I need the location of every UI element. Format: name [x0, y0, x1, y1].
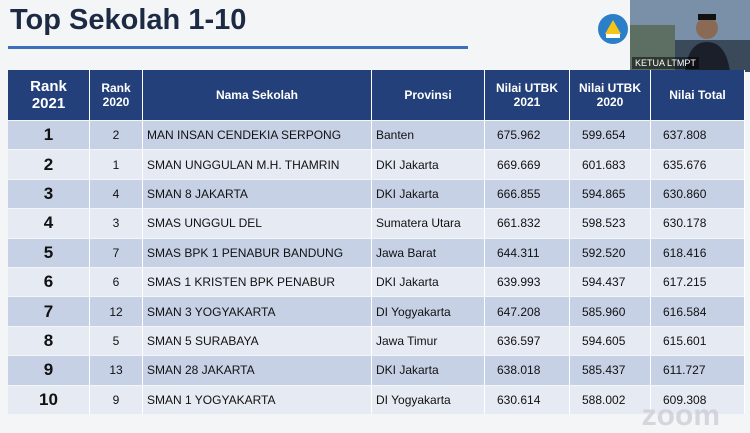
table-cell: SMAN 3 YOGYAKARTA: [143, 297, 372, 326]
table-cell: 647.208: [485, 297, 570, 326]
table-cell: DI Yogyakarta: [372, 297, 485, 326]
table-cell: SMAN 28 JAKARTA: [143, 356, 372, 385]
header-line: Rank: [30, 78, 67, 95]
header-line: Nilai UTBK: [578, 81, 641, 95]
header-line: 2021: [31, 95, 66, 112]
zoom-watermark: zoom: [641, 399, 720, 432]
table-cell: 585.960: [570, 297, 651, 326]
table-cell: 5: [90, 326, 143, 356]
table-cell: 2: [90, 121, 143, 150]
table-cell: Jawa Barat: [372, 238, 485, 267]
table-cell: 4: [8, 209, 90, 238]
column-header: Nama Sekolah: [143, 70, 372, 120]
table-cell: MAN INSAN CENDEKIA SERPONG: [143, 121, 372, 150]
table-cell: SMAN UNGGULAN M.H. THAMRIN: [143, 150, 372, 179]
table-cell: SMAN 8 JAKARTA: [143, 179, 372, 209]
table-cell: 9: [8, 356, 90, 385]
table-cell: 616.584: [651, 297, 745, 326]
table-cell: 611.727: [651, 356, 745, 385]
header-line: Provinsi: [404, 88, 452, 102]
webcam-view: KETUA LTMPT: [630, 0, 750, 72]
table-cell: 1: [8, 121, 90, 150]
title-underline: [8, 46, 468, 49]
table-cell: 9: [90, 385, 143, 414]
table-cell: 8: [8, 326, 90, 356]
table-cell: 13: [90, 356, 143, 385]
table-cell: 630.178: [651, 209, 745, 238]
table-cell: 669.669: [485, 150, 570, 179]
header-line: Rank: [101, 81, 131, 95]
table-cell: 594.437: [570, 268, 651, 297]
table-cell: 637.808: [651, 121, 745, 150]
slide-title: Top Sekolah 1-10: [10, 4, 247, 36]
table-cell: 636.597: [485, 326, 570, 356]
table-cell: 3: [8, 179, 90, 209]
table-cell: 630.614: [485, 385, 570, 414]
table-cell: Jawa Timur: [372, 326, 485, 356]
header-line: Nilai UTBK: [495, 81, 558, 95]
table-cell: 4: [90, 179, 143, 209]
table-cell: 6: [8, 268, 90, 297]
table-cell: 615.601: [651, 326, 745, 356]
table-cell: 666.855: [485, 179, 570, 209]
table-cell: 599.654: [570, 121, 651, 150]
header-line: Nama Sekolah: [215, 88, 299, 102]
column-header: Nilai UTBK 2020: [570, 70, 651, 120]
table-cell: 2: [8, 150, 90, 179]
table-cell: 5: [8, 238, 90, 267]
column-header: Provinsi: [372, 70, 485, 120]
table-cell: 594.605: [570, 326, 651, 356]
table-cell: 3: [90, 209, 143, 238]
table-cell: 630.860: [651, 179, 745, 209]
table-cell: 617.215: [651, 268, 745, 297]
table-cell: SMAS UNGGUL DEL: [143, 209, 372, 238]
column-header: Nilai UTBK 2021: [485, 70, 570, 120]
table-cell: 644.311: [485, 238, 570, 267]
column-header: Rank 2021: [8, 70, 90, 120]
table-cell: SMAN 1 YOGYAKARTA: [143, 385, 372, 414]
table-cell: 585.437: [570, 356, 651, 385]
table-cell: 594.865: [570, 179, 651, 209]
table-cell: 12: [90, 297, 143, 326]
table-cell: DKI Jakarta: [372, 356, 485, 385]
table-cell: Banten: [372, 121, 485, 150]
table-cell: DKI Jakarta: [372, 268, 485, 297]
webcam-label: KETUA LTMPT: [632, 57, 699, 69]
table-cell: 618.416: [651, 238, 745, 267]
table-cell: DKI Jakarta: [372, 150, 485, 179]
table-cell: 7: [8, 297, 90, 326]
table-cell: SMAN 5 SURABAYA: [143, 326, 372, 356]
column-header: Nilai Total: [651, 70, 745, 120]
table-cell: 661.832: [485, 209, 570, 238]
table-cell: DI Yogyakarta: [372, 385, 485, 414]
table-cell: Sumatera Utara: [372, 209, 485, 238]
header-line: 2021: [513, 95, 541, 109]
table-cell: 592.520: [570, 238, 651, 267]
table-cell: 10: [8, 385, 90, 414]
table-cell: 609.308: [651, 385, 745, 414]
header-line: Nilai Total: [669, 88, 726, 102]
table-cell: 7: [90, 238, 143, 267]
header-line: 2020: [596, 95, 624, 109]
table-cell: 638.018: [485, 356, 570, 385]
table-cell: 675.962: [485, 121, 570, 150]
logo: [598, 14, 628, 44]
table-cell: 598.523: [570, 209, 651, 238]
table-cell: 639.993: [485, 268, 570, 297]
table-cell: DKI Jakarta: [372, 179, 485, 209]
table-cell: SMAS BPK 1 PENABUR BANDUNG: [143, 238, 372, 267]
table-cell: 601.683: [570, 150, 651, 179]
table-cell: SMAS 1 KRISTEN BPK PENABUR: [143, 268, 372, 297]
table-cell: 6: [90, 268, 143, 297]
table-cell: 588.002: [570, 385, 651, 414]
table-cell: 635.676: [651, 150, 745, 179]
table-cell: 1: [90, 150, 143, 179]
header-line: 2020: [102, 95, 130, 109]
column-header: Rank 2020: [90, 70, 143, 120]
